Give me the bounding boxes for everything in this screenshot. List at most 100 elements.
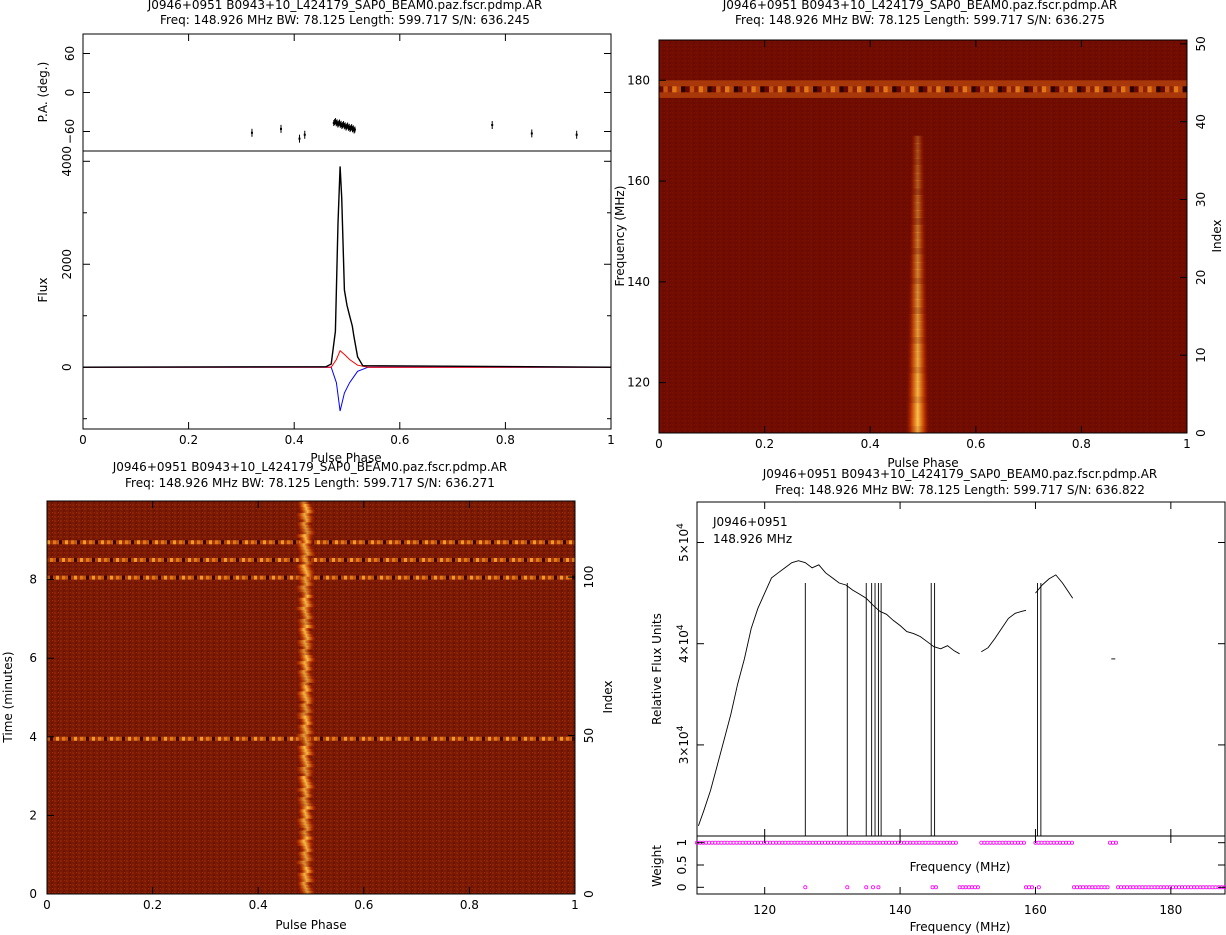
pulse-cell: [906, 321, 929, 330]
rfi-row-cell: [185, 575, 188, 580]
rfi-cell: [1138, 86, 1143, 93]
rfi-row-cell: [326, 575, 329, 580]
rfi-row-cell: [500, 557, 503, 562]
rfi-row-cell: [347, 736, 350, 741]
rfi-row-cell: [458, 575, 461, 580]
rfi-row-cell: [173, 540, 176, 545]
rfi-row-cell: [326, 557, 329, 562]
rfi-row-cell: [335, 557, 338, 562]
rfi-cell: [817, 86, 822, 93]
rfi-row-cell: [182, 557, 185, 562]
pulse-cell: [295, 597, 314, 602]
pa-point: [250, 131, 253, 134]
pulse-cell: [297, 664, 314, 668]
rfi-row-cell: [446, 736, 449, 741]
rfi-row-cell: [236, 540, 239, 545]
rfi-row-cell: [200, 557, 203, 562]
pulse-cell: [296, 884, 314, 889]
pulse-cell: [295, 745, 315, 750]
rfi-row-cell: [296, 540, 299, 545]
rfi-row-cell: [536, 557, 539, 562]
pulse-cell: [296, 878, 318, 883]
rfi-row-cell: [101, 557, 104, 562]
pulse-cell: [297, 561, 316, 565]
rfi-row-cell: [167, 575, 170, 580]
rfi-row-cell: [77, 575, 80, 580]
rfi-row-cell: [95, 557, 98, 562]
rfi-row-cell: [185, 557, 188, 562]
rfi-row-cell: [368, 540, 371, 545]
rfi-cell: [795, 86, 800, 93]
pulse-cell: [295, 748, 316, 753]
rfi-row-cell: [155, 575, 158, 580]
rfi-row-cell: [113, 575, 116, 580]
rfi-row-cell: [443, 557, 446, 562]
rfi-row-cell: [158, 557, 161, 562]
rfi-row-cell: [65, 575, 68, 580]
rfi-row-cell: [398, 557, 401, 562]
pulse-cell: [295, 875, 316, 880]
rfi-row-cell: [473, 736, 476, 741]
rfi-row-cell: [485, 575, 488, 580]
rfi-row-cell: [128, 557, 131, 562]
rfi-cell: [698, 86, 703, 93]
rfi-row-cell: [56, 575, 59, 580]
rfi-row-cell: [125, 540, 128, 545]
rfi-row-cell: [140, 736, 143, 741]
rfi-row-cell: [149, 575, 152, 580]
rfi-cell: [1050, 86, 1055, 93]
rfi-row-cell: [71, 557, 74, 562]
rfi-row-cell: [554, 736, 557, 741]
time-phase-x-tick-label: 0.6: [354, 898, 373, 912]
rfi-row-cell: [113, 540, 116, 545]
rfi-row-cell: [257, 540, 260, 545]
rfi-row-cell: [191, 575, 194, 580]
rfi-row-cell: [425, 557, 428, 562]
pulse-cell: [297, 507, 316, 511]
rfi-row-cell: [209, 557, 212, 562]
rfi-row-cell: [263, 736, 266, 741]
rfi-row-cell: [404, 575, 407, 580]
pulse-cell: [297, 685, 315, 689]
rfi-row-cell: [539, 540, 542, 545]
rfi-row-cell: [293, 557, 296, 562]
rfi-cell: [747, 86, 752, 93]
rfi-row-cell: [146, 575, 149, 580]
rfi-cell: [923, 86, 928, 93]
rfi-row-cell: [512, 557, 515, 562]
rfi-row-cell: [134, 575, 137, 580]
rfi-row-cell: [101, 736, 104, 741]
rfi-row-cell: [122, 575, 125, 580]
rfi-row-cell: [380, 575, 383, 580]
profile-x-tick-label: 0.4: [285, 433, 304, 447]
rfi-row-cell: [206, 575, 209, 580]
rfi-cell: [1147, 86, 1152, 93]
pulse-cell: [297, 709, 317, 714]
rfi-row-cell: [335, 575, 338, 580]
rfi-row-cell: [239, 557, 242, 562]
rfi-cell: [742, 86, 747, 93]
pa-point: [303, 133, 306, 136]
rfi-row-cell: [383, 736, 386, 741]
rfi-row-cell: [512, 540, 515, 545]
rfi-row-cell: [65, 736, 68, 741]
pulse-cell: [295, 522, 313, 526]
rfi-row-cell: [119, 736, 122, 741]
rfi-row-cell: [320, 540, 323, 545]
rfi-cell: [1094, 86, 1099, 93]
rfi-row-cell: [422, 557, 425, 562]
rfi-row-cell: [143, 557, 146, 562]
rfi-row-cell: [131, 575, 134, 580]
rfi-row-cell: [389, 540, 392, 545]
rfi-cell: [843, 86, 849, 93]
rfi-row-cell: [143, 540, 146, 545]
pulse-cell: [295, 824, 317, 828]
rfi-cell: [786, 86, 791, 93]
rfi-row-cell: [248, 557, 251, 562]
rfi-cell: [1085, 86, 1091, 93]
rfi-row-cell: [56, 557, 59, 562]
rfi-row-cell: [275, 736, 278, 741]
pulse-cell: [294, 670, 313, 674]
rfi-cell: [1041, 86, 1047, 93]
rfi-row-cell: [521, 540, 524, 545]
